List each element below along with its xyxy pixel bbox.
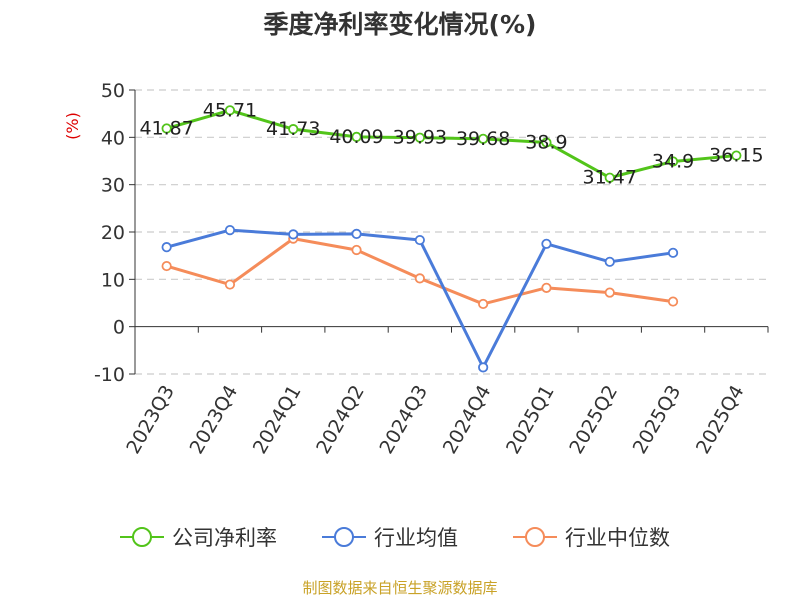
y-tick-label: 50: [101, 80, 125, 102]
data-point: [288, 229, 299, 240]
data-point: [667, 247, 679, 258]
data-point: [414, 132, 425, 143]
data-label: 31.47: [583, 167, 637, 189]
legend-marker: [525, 527, 545, 547]
series-group: 41.87 45.71 41.73 40.09 39.93 39.68 38.9 31.47 3…: [139, 99, 764, 373]
data-label: 36.15: [709, 145, 763, 167]
data-label: 40.09: [329, 126, 383, 148]
data-point: [478, 298, 489, 310]
legend-marker: [334, 527, 354, 547]
data-point: [224, 225, 236, 236]
data-point: [288, 124, 299, 135]
data-point: [224, 105, 236, 116]
x-tick-label: 2024Q4: [439, 382, 496, 458]
legend-label: 公司净利率: [172, 526, 277, 550]
series-line: [166, 108, 737, 180]
data-point: [351, 131, 362, 143]
data-point: [478, 133, 489, 144]
x-tick-label: 2023Q3: [122, 382, 179, 458]
data-point: [161, 260, 172, 272]
y-axis-unit: (%): [63, 112, 82, 140]
data-point: [224, 279, 236, 290]
data-point: [541, 137, 552, 148]
data-point: [414, 234, 425, 246]
x-tick-label: 2024Q3: [375, 382, 432, 458]
y-tick-label: 40: [101, 127, 125, 149]
series-line: [166, 228, 674, 369]
legend[interactable]: 公司净利率 行业均值 行业中位数: [120, 526, 670, 550]
data-label: 41.87: [139, 117, 193, 139]
x-tick-label: 2025Q4: [692, 382, 749, 458]
x-axis: 2023Q3 2023Q4 2024Q1 2024Q2 2024Q3 2024Q4 2025…: [122, 326, 769, 458]
data-point: [541, 282, 552, 293]
data-point: [604, 256, 615, 267]
y-axis: -10 0 10 20 30 40 50: [94, 80, 136, 386]
data-point: [478, 362, 489, 373]
x-tick-label: 2024Q2: [312, 382, 369, 458]
x-tick-label: 2025Q1: [502, 382, 559, 458]
legend-label: 行业中位数: [565, 526, 670, 550]
data-label: 38.9: [525, 132, 567, 154]
data-label: 34.9: [652, 150, 694, 172]
y-tick-label: 0: [113, 317, 125, 339]
x-tick-label: 2025Q2: [565, 382, 622, 458]
data-point: [161, 242, 172, 253]
y-tick-label: -10: [94, 364, 125, 386]
data-label: 39.68: [456, 128, 510, 150]
data-point: [161, 123, 172, 134]
x-tick-label: 2023Q4: [186, 382, 243, 458]
data-point: [667, 296, 679, 307]
data-point: [351, 244, 362, 256]
data-point: [731, 150, 742, 161]
x-tick-label: 2024Q1: [249, 382, 306, 458]
data-point: [667, 156, 679, 167]
source-note: 制图数据来自恒生聚源数据库: [302, 579, 497, 597]
x-tick-label: 2025Q3: [629, 382, 686, 458]
data-label: 39.93: [393, 127, 447, 149]
chart-title: 季度净利率变化情况(%): [264, 10, 537, 39]
data-point: [351, 228, 362, 239]
y-tick-label: 20: [101, 222, 125, 244]
data-point: [604, 287, 615, 298]
series-line: [166, 237, 674, 306]
y-tick-label: 10: [101, 269, 125, 291]
data-point: [604, 172, 615, 183]
legend-label: 行业均值: [374, 526, 458, 550]
legend-marker: [132, 527, 152, 547]
data-label: 41.73: [266, 118, 320, 140]
y-tick-label: 30: [101, 175, 125, 197]
data-point: [541, 238, 552, 249]
data-label: 45.71: [203, 99, 257, 121]
data-point: [414, 273, 425, 284]
